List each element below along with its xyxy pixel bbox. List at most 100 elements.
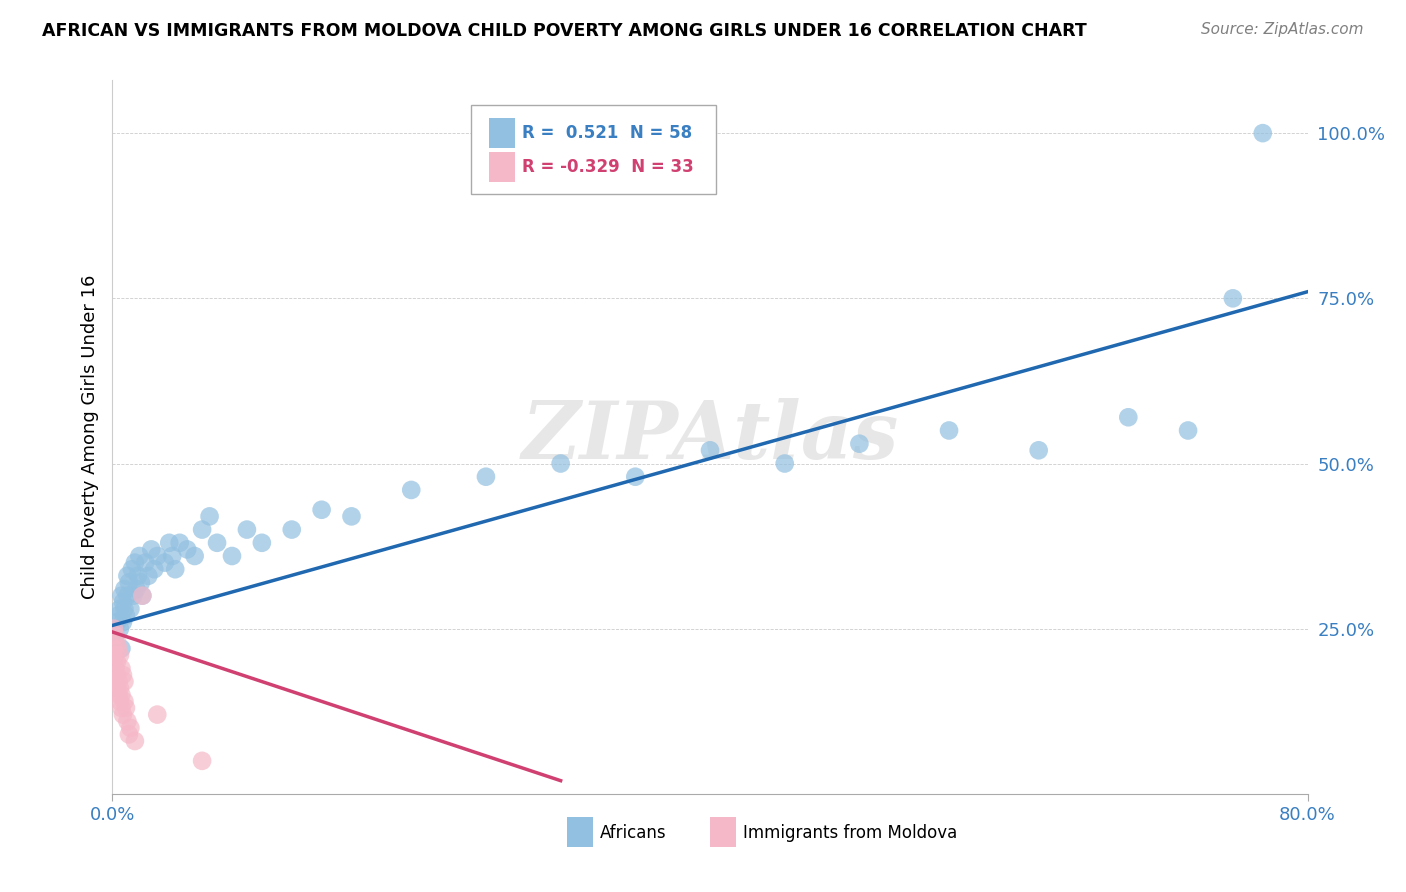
Text: AFRICAN VS IMMIGRANTS FROM MOLDOVA CHILD POVERTY AMONG GIRLS UNDER 16 CORRELATIO: AFRICAN VS IMMIGRANTS FROM MOLDOVA CHILD… <box>42 22 1087 40</box>
Point <box>117 589 139 603</box>
Point <box>938 424 960 438</box>
Point <box>250 536 273 550</box>
Point <box>146 549 169 563</box>
Point <box>105 681 128 695</box>
FancyBboxPatch shape <box>471 105 716 194</box>
Point <box>165 562 187 576</box>
Point <box>114 582 135 596</box>
Point <box>699 443 721 458</box>
Point <box>110 661 132 675</box>
Point <box>110 701 132 715</box>
Point <box>198 509 221 524</box>
Point <box>114 694 135 708</box>
Point <box>1177 424 1199 438</box>
Point <box>162 549 183 563</box>
Point <box>221 549 243 563</box>
Point <box>117 714 139 729</box>
Point <box>108 602 131 616</box>
Point <box>103 668 125 682</box>
Point <box>624 469 647 483</box>
Point <box>311 502 333 516</box>
Point <box>401 483 423 497</box>
Point <box>141 542 163 557</box>
Point <box>176 542 198 557</box>
FancyBboxPatch shape <box>489 153 515 182</box>
Point <box>110 641 132 656</box>
Point <box>118 727 141 741</box>
Point <box>115 701 138 715</box>
Text: R =  0.521  N = 58: R = 0.521 N = 58 <box>523 124 693 142</box>
Point <box>114 602 135 616</box>
Point <box>105 635 128 649</box>
FancyBboxPatch shape <box>710 817 737 847</box>
Point <box>157 536 180 550</box>
Point <box>131 589 153 603</box>
Point <box>104 674 127 689</box>
Text: R = -0.329  N = 33: R = -0.329 N = 33 <box>523 159 695 177</box>
Point <box>103 622 125 636</box>
Point <box>105 655 128 669</box>
Point <box>104 661 127 675</box>
Point <box>183 549 205 563</box>
Point <box>108 694 131 708</box>
Point <box>108 648 131 662</box>
Point <box>1028 443 1050 458</box>
Text: Source: ZipAtlas.com: Source: ZipAtlas.com <box>1201 22 1364 37</box>
Point <box>1251 126 1274 140</box>
Y-axis label: Child Poverty Among Girls Under 16: Child Poverty Among Girls Under 16 <box>80 275 98 599</box>
Point <box>107 688 129 702</box>
Point <box>104 648 127 662</box>
Point <box>169 536 191 550</box>
Point <box>281 523 304 537</box>
Point <box>146 707 169 722</box>
Text: ZIPAtlas: ZIPAtlas <box>522 399 898 475</box>
Point <box>111 615 134 629</box>
Point <box>340 509 363 524</box>
Point <box>107 641 129 656</box>
Point <box>191 754 214 768</box>
Point <box>108 622 131 636</box>
Point <box>122 589 145 603</box>
Point <box>118 575 141 590</box>
Point <box>105 615 128 629</box>
Text: Africans: Africans <box>600 824 666 842</box>
Point <box>111 707 134 722</box>
Point <box>120 602 142 616</box>
Point <box>108 681 131 695</box>
Point <box>105 668 128 682</box>
Point <box>104 628 127 642</box>
Point <box>153 556 176 570</box>
Point <box>117 569 139 583</box>
Point <box>115 608 138 623</box>
Point <box>120 721 142 735</box>
Point <box>131 589 153 603</box>
Point <box>107 608 129 623</box>
Point <box>125 582 148 596</box>
Point <box>128 549 150 563</box>
FancyBboxPatch shape <box>489 118 515 148</box>
Point <box>110 688 132 702</box>
Point <box>114 674 135 689</box>
Point <box>103 641 125 656</box>
Point <box>129 575 152 590</box>
Point <box>111 668 134 682</box>
Point <box>475 469 498 483</box>
Point <box>1222 291 1244 305</box>
Point <box>110 589 132 603</box>
Point <box>236 523 259 537</box>
Point <box>1118 410 1140 425</box>
Point <box>773 457 796 471</box>
Point <box>205 536 228 550</box>
Point <box>107 674 129 689</box>
Point <box>103 655 125 669</box>
Point <box>191 523 214 537</box>
Point <box>104 628 127 642</box>
Point <box>111 595 134 609</box>
FancyBboxPatch shape <box>567 817 593 847</box>
Point <box>138 569 160 583</box>
Point <box>127 569 149 583</box>
Point <box>143 562 166 576</box>
Point <box>848 436 870 450</box>
Text: Immigrants from Moldova: Immigrants from Moldova <box>744 824 957 842</box>
Point <box>550 457 572 471</box>
